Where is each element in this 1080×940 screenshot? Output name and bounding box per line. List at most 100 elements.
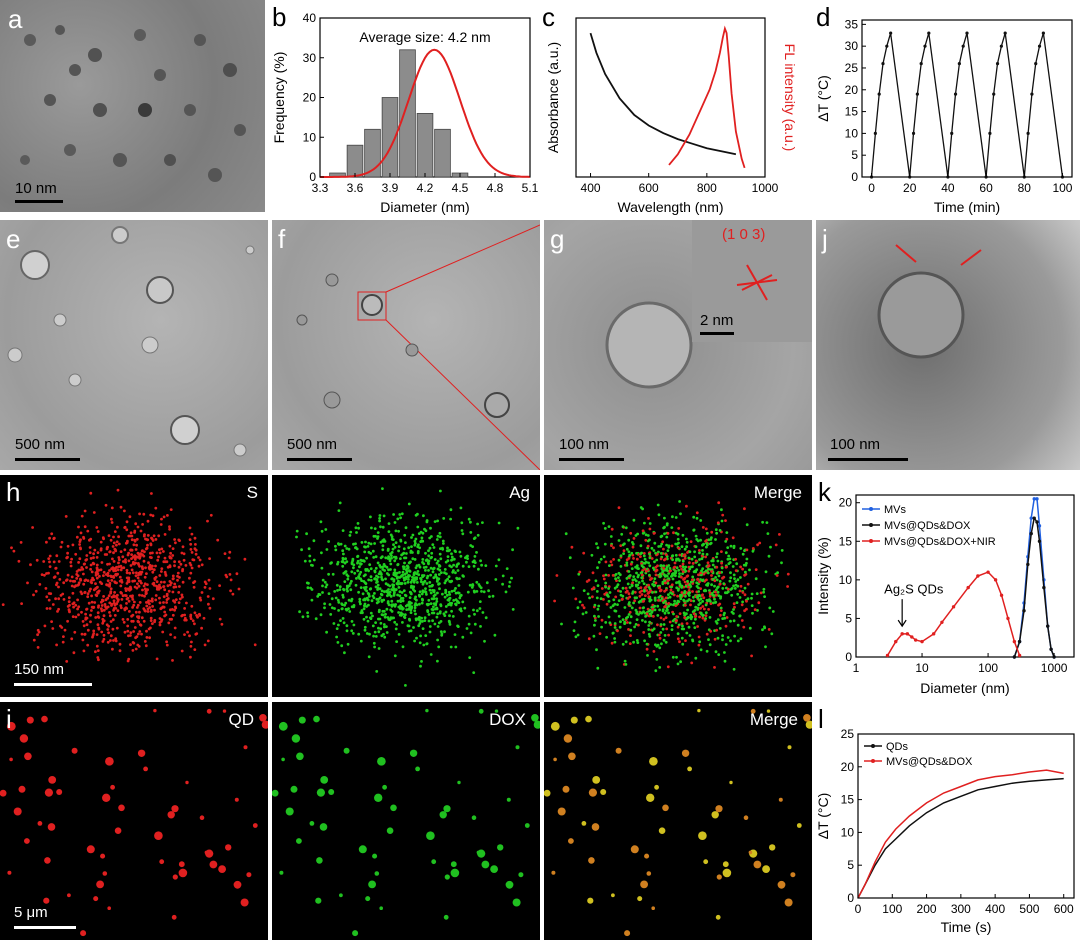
map-dot	[385, 625, 388, 628]
map-dot	[420, 660, 423, 663]
map-dot	[663, 634, 667, 637]
map-dot	[112, 541, 116, 545]
map-dot	[231, 592, 235, 596]
panel-h3-dots	[553, 500, 790, 673]
map-dot	[659, 623, 663, 626]
map-dot	[452, 599, 456, 602]
chart-l-xtick-label: 400	[985, 902, 1005, 916]
map-dot	[662, 618, 666, 621]
map-dot	[364, 540, 367, 544]
fluor-spot	[722, 861, 729, 868]
map-dot	[308, 559, 312, 563]
map-dot	[682, 577, 686, 581]
fluor-spot	[13, 807, 22, 816]
map-dot	[399, 539, 403, 543]
chart-l-ytick-label: 25	[841, 727, 855, 741]
map-dot	[158, 548, 161, 551]
map-dot	[484, 564, 488, 567]
map-dot	[633, 599, 637, 603]
map-dot	[396, 517, 400, 521]
fluor-spot	[339, 893, 343, 898]
map-dot	[761, 520, 764, 524]
map-dot	[660, 542, 664, 546]
map-dot	[131, 579, 135, 583]
map-dot	[617, 614, 621, 618]
chart-l-ytick-label: 15	[841, 793, 855, 807]
map-dot	[342, 588, 346, 592]
map-dot	[640, 593, 644, 596]
map-dot	[691, 578, 694, 582]
map-dot	[93, 601, 97, 604]
map-dot	[336, 560, 340, 564]
map-dot	[689, 540, 693, 543]
map-dot	[74, 615, 78, 619]
fluor-spot	[803, 714, 811, 722]
map-dot	[211, 597, 215, 601]
chart-d-frame	[861, 19, 1073, 178]
map-dot	[144, 590, 148, 594]
map-dot	[142, 512, 146, 516]
chart-d-xlabel: Time (min)	[934, 199, 1000, 215]
map-dot	[654, 551, 657, 555]
map-dot	[109, 639, 112, 642]
map-dot	[43, 573, 46, 577]
map-dot	[473, 555, 477, 558]
map-dot	[681, 642, 685, 646]
map-dot	[694, 605, 698, 609]
map-dot	[363, 604, 366, 608]
chart-d-point	[885, 44, 889, 48]
map-dot	[424, 590, 428, 594]
map-dot	[189, 615, 193, 618]
map-dot	[320, 529, 324, 533]
map-dot	[692, 621, 696, 625]
map-dot	[12, 549, 16, 553]
map-dot	[106, 628, 110, 631]
map-dot	[603, 542, 607, 546]
map-dot	[733, 577, 736, 580]
map-dot	[743, 593, 747, 597]
map-dot	[385, 565, 389, 569]
map-dot	[420, 601, 424, 605]
chart-k-series-0-point	[1037, 524, 1042, 528]
map-dot	[178, 585, 181, 588]
map-dot	[119, 584, 123, 588]
map-dot	[125, 520, 129, 524]
map-dot	[653, 596, 657, 600]
chart-k-series-1-point	[1035, 520, 1039, 524]
map-dot	[318, 593, 322, 596]
map-dot	[136, 576, 140, 580]
map-dot	[112, 535, 115, 539]
map-dot	[108, 562, 111, 566]
map-dot	[634, 579, 638, 583]
map-dot	[431, 619, 434, 623]
map-dot	[718, 571, 722, 575]
fluor-spot	[358, 845, 367, 854]
panel-k-label: k	[818, 477, 831, 507]
map-dot	[189, 563, 193, 567]
map-dot	[163, 570, 167, 574]
map-dot	[376, 583, 380, 587]
map-dot	[91, 635, 94, 639]
map-dot	[100, 607, 103, 611]
map-dot	[692, 595, 695, 599]
map-dot	[341, 617, 345, 620]
map-dot	[88, 546, 92, 549]
fluor-spot	[729, 780, 733, 785]
map-dot	[674, 604, 678, 607]
map-dot	[441, 539, 445, 543]
map-dot	[745, 599, 748, 603]
map-dot	[379, 556, 383, 560]
fluor-spot	[444, 874, 450, 880]
map-dot	[400, 591, 404, 594]
map-dot	[106, 605, 110, 609]
map-dot	[298, 610, 301, 614]
map-dot	[411, 575, 414, 579]
map-dot	[690, 557, 694, 561]
map-dot	[306, 611, 309, 615]
map-dot	[407, 607, 411, 611]
map-dot	[715, 628, 718, 632]
map-dot	[678, 583, 682, 587]
map-dot	[312, 558, 316, 562]
map-dot	[724, 591, 727, 595]
map-dot	[741, 600, 744, 604]
